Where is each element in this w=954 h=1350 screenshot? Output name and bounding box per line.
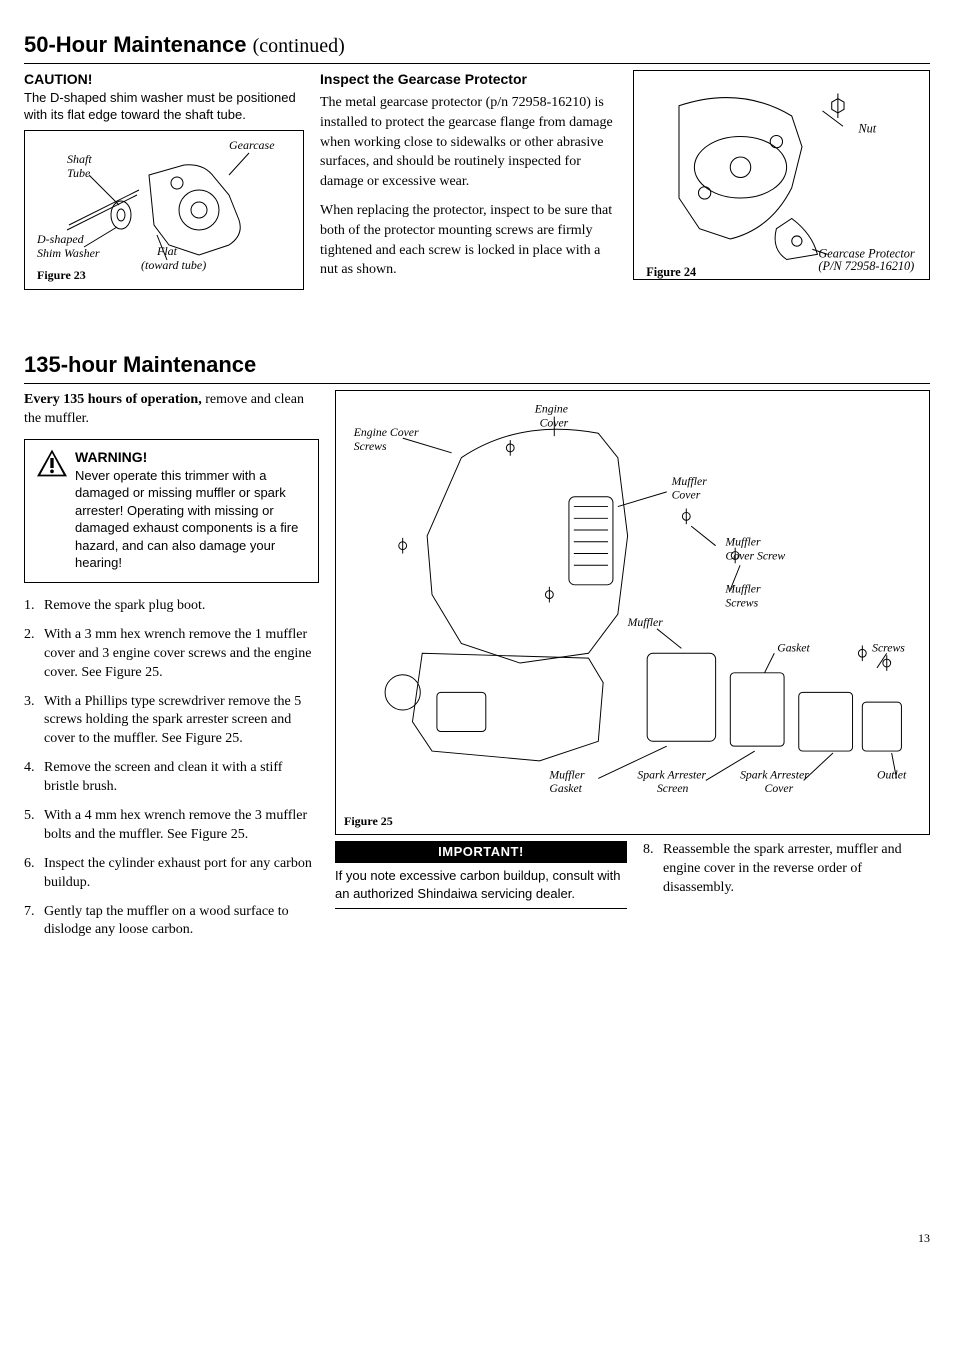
col-fig24: Nut Gearcase Protector (P/N 72958-16210)… (633, 70, 930, 290)
inspect-p1: The metal gearcase protector (p/n 72958-… (320, 93, 617, 191)
fig25-sas2: Screen (657, 782, 689, 795)
fig25-sac2: Cover (765, 782, 794, 795)
figure-23-svg: Gearcase Shaft Tube D-shaped Shim Washer… (29, 135, 299, 285)
section-135-title: 135-hour Maintenance (24, 350, 930, 384)
fig23-label-shim1: D-shaped (36, 232, 85, 246)
fig24-label-nut: Nut (857, 121, 876, 135)
fig25-sas1: Spark Arrester (637, 768, 706, 781)
inspect-heading: Inspect the Gearcase Protector (320, 70, 617, 90)
col-inspect-text: Inspect the Gearcase Protector The metal… (320, 70, 617, 290)
step-6: Inspect the cylinder exhaust port for an… (24, 855, 319, 893)
fig25-mg1: Muffler (548, 768, 585, 781)
fig23-label-flat1: Flat (156, 244, 178, 258)
warning-icon (35, 448, 69, 478)
fig25-mg2: Gasket (549, 782, 582, 795)
step8-block: Reassemble the spark arrester, muffler a… (643, 841, 930, 915)
fig25-ec2: Cover (540, 416, 569, 429)
fig25-ec1: Engine (534, 402, 568, 415)
caution-title: CAUTION! (24, 70, 304, 89)
fig25-ecsl1: Engine Cover (353, 426, 419, 439)
fig23-label-flat2: (toward tube) (141, 258, 206, 272)
title-continued: (continued) (253, 35, 345, 57)
fig25-mcs1: Muffler (724, 535, 761, 548)
steps-list: Remove the spark plug boot. With a 3 mm … (24, 597, 319, 940)
caution-box: CAUTION! The D-shaped shim washer must b… (24, 70, 304, 124)
col-135-left: Every 135 hours of operation, remove and… (24, 390, 319, 951)
title-text: 50-Hour Maintenance (24, 32, 247, 57)
page-number: 13 (24, 1230, 930, 1247)
warning-head: WARNING! Never operate this trimmer with… (35, 448, 308, 572)
fig25-mcs2: Cover Screw (725, 549, 785, 562)
fig25-muf: Muffler (627, 615, 664, 628)
fig25-caption: Figure 25 (344, 813, 921, 830)
figure-24-svg: Nut Gearcase Protector (P/N 72958-16210)… (638, 75, 925, 280)
bottom-row: IMPORTANT! If you note excessive carbon … (335, 841, 930, 915)
col-135-right: Engine Cover Screws Engine Cover Muffler… (335, 390, 930, 951)
col-caution-fig23: CAUTION! The D-shaped shim washer must b… (24, 70, 304, 290)
fig23-caption: Figure 23 (37, 268, 86, 282)
warning-text: Never operate this trimmer with a damage… (75, 468, 298, 571)
figure-24-box: Nut Gearcase Protector (P/N 72958-16210)… (633, 70, 930, 280)
fig25-ecsl2: Screws (354, 439, 387, 452)
caution-text: The D-shaped shim washer must be positio… (24, 89, 304, 124)
step-5: With a 4 mm hex wrench remove the 3 muff… (24, 807, 319, 845)
fig25-mc2: Cover (672, 488, 701, 501)
fig25-ms1: Muffler (724, 582, 761, 595)
steps-list-cont: Reassemble the spark arrester, muffler a… (643, 841, 930, 898)
figure-25-box: Engine Cover Screws Engine Cover Muffler… (335, 390, 930, 836)
figure-23-box: Gearcase Shaft Tube D-shaped Shim Washer… (24, 130, 304, 290)
fig23-label-shim2: Shim Washer (37, 246, 100, 260)
important-title: IMPORTANT! (335, 841, 627, 863)
step-4: Remove the screen and clean it with a st… (24, 759, 319, 797)
section-50-title: 50-Hour Maintenance (continued) (24, 30, 930, 64)
fig25-gasket: Gasket (777, 641, 810, 654)
important-text: If you note excessive carbon buildup, co… (335, 863, 627, 909)
intro-135: Every 135 hours of operation, remove and… (24, 390, 319, 429)
intro-bold: Every 135 hours of operation, (24, 392, 202, 407)
section-135: 135-hour Maintenance Every 135 hours of … (24, 350, 930, 951)
fig25-ms2: Screws (725, 596, 758, 609)
step-8: Reassemble the spark arrester, muffler a… (643, 841, 930, 898)
fig23-label-gearcase: Gearcase (229, 138, 275, 152)
fig24-label-prot2: (P/N 72958-16210) (818, 259, 914, 273)
fig25-mc1: Muffler (671, 475, 708, 488)
step-2: With a 3 mm hex wrench remove the 1 muff… (24, 626, 319, 683)
step-7: Gently tap the muffler on a wood surface… (24, 903, 319, 941)
step-1: Remove the spark plug boot. (24, 597, 319, 616)
important-block: IMPORTANT! If you note excessive carbon … (335, 841, 627, 915)
fig25-sac1: Spark Arrester (740, 768, 809, 781)
fig24-caption: Figure 24 (646, 265, 696, 279)
inspect-p2: When replacing the protector, inspect to… (320, 201, 617, 279)
fig25-outlet: Outlet (877, 768, 907, 781)
fig23-label-shaft1: Shaft (67, 152, 92, 166)
fig25-screws: Screws (872, 641, 905, 654)
step-3: With a Phillips type screwdriver remove … (24, 693, 319, 750)
warning-box: WARNING! Never operate this trimmer with… (24, 439, 319, 583)
row-135: Every 135 hours of operation, remove and… (24, 390, 930, 951)
section-50-row: CAUTION! The D-shaped shim washer must b… (24, 70, 930, 290)
warning-title: WARNING! (75, 448, 308, 467)
fig23-label-shaft2: Tube (67, 166, 91, 180)
figure-25-svg: Engine Cover Screws Engine Cover Muffler… (344, 399, 921, 810)
